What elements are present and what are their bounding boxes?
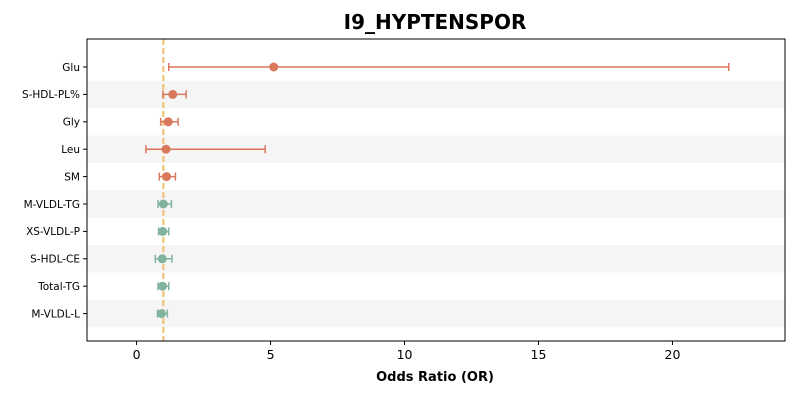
or-point — [157, 254, 167, 264]
y-tick-label: M-VLDL-TG — [24, 199, 80, 211]
or-point — [168, 89, 178, 99]
y-tick-label: Glu — [62, 62, 80, 74]
or-point — [162, 172, 172, 182]
plot-frame — [86, 38, 786, 342]
data-marks — [145, 62, 730, 319]
or-point — [158, 281, 168, 291]
x-tick-label: 10 — [397, 347, 413, 362]
or-point — [158, 199, 168, 209]
or-point — [269, 62, 279, 72]
forest-row — [167, 62, 730, 72]
forest-row — [158, 172, 177, 182]
forest-row — [162, 89, 187, 99]
or-point — [161, 144, 171, 154]
forest-row — [145, 144, 266, 154]
row-band — [87, 80, 785, 109]
x-tick-label: 0 — [133, 347, 141, 362]
y-tick-label: Gly — [63, 117, 80, 129]
y-axis-ticks: Glu S-HDL-PL% Gly Leu SM M-VLDL-TG XS-VLDL-P S-… — [22, 62, 87, 320]
forest-row — [157, 199, 173, 209]
y-tick-label: XS-VLDL-P — [26, 226, 80, 238]
or-point — [156, 309, 166, 319]
y-tick-label: Total-TG — [37, 281, 80, 293]
forest-row — [157, 281, 170, 291]
or-point — [158, 226, 168, 236]
forest-row — [157, 226, 170, 236]
chart-title: I9_HYPTENSPOR — [344, 10, 527, 34]
y-tick-label: S-HDL-CE — [30, 254, 80, 266]
x-tick-label: 20 — [665, 347, 681, 362]
row-band — [87, 299, 785, 328]
x-axis-label: Odds Ratio (OR) — [376, 370, 494, 385]
row-band — [87, 190, 785, 218]
y-tick-label: M-VLDL-L — [31, 308, 80, 320]
x-axis-ticks: 0 5 10 15 20 — [133, 341, 681, 362]
or-point — [163, 117, 173, 127]
forest-row — [159, 117, 179, 127]
row-band — [87, 245, 785, 273]
forest-row — [154, 254, 173, 264]
y-tick-label: Leu — [61, 144, 80, 156]
y-tick-label: SM — [64, 171, 80, 183]
x-tick-label: 5 — [267, 347, 275, 362]
x-tick-label: 15 — [531, 347, 547, 362]
y-tick-label: S-HDL-PL% — [22, 89, 80, 101]
forest-row — [156, 309, 169, 319]
row-bands — [87, 80, 785, 328]
